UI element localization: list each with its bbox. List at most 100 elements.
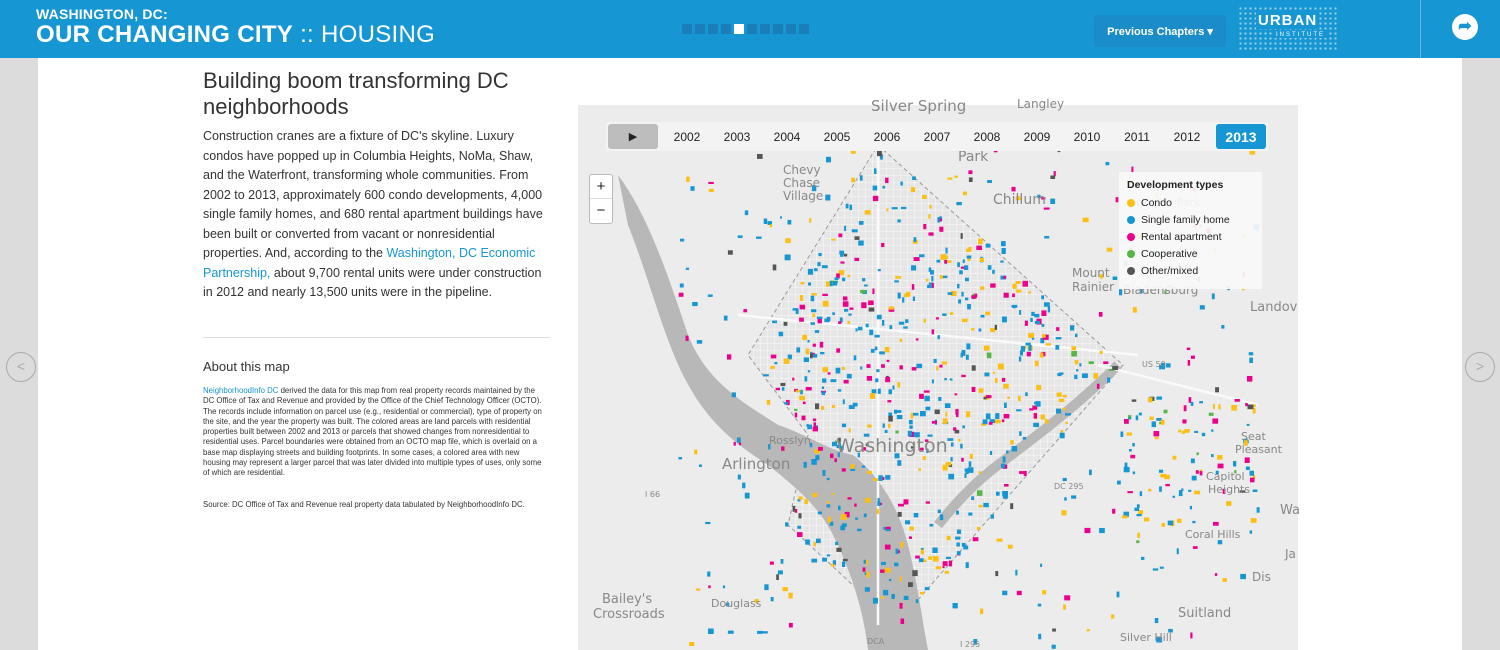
chapter-dot[interactable]	[747, 24, 757, 34]
parcel	[810, 353, 813, 359]
parcel	[849, 307, 854, 310]
parcel	[1187, 360, 1191, 366]
parcel	[1249, 357, 1253, 363]
parcel	[910, 446, 915, 449]
parcel	[1136, 540, 1140, 544]
parcel	[924, 395, 930, 402]
parcel	[1178, 429, 1182, 433]
previous-chapters-button[interactable]: Previous Chapters ▾	[1094, 15, 1226, 47]
parcel	[1249, 470, 1254, 476]
parcel	[838, 505, 841, 511]
parcel	[989, 419, 996, 424]
year-button[interactable]: 2004	[773, 129, 801, 144]
parcel	[835, 541, 839, 546]
chapter-dot[interactable]	[773, 24, 783, 34]
year-button[interactable]: 2009	[1023, 129, 1051, 144]
parcel	[831, 492, 835, 495]
parcel	[685, 267, 690, 270]
share-arrow-icon[interactable]: ➦	[1452, 14, 1478, 40]
parcel	[1139, 491, 1143, 497]
year-button[interactable]: 2006	[873, 129, 901, 144]
chapter-dot[interactable]	[799, 24, 809, 34]
year-button[interactable]: 2005	[823, 129, 851, 144]
zoom-out-button[interactable]: −	[596, 202, 606, 219]
parcel	[815, 455, 820, 461]
parcel	[1112, 508, 1116, 514]
chapter-dot[interactable]	[682, 24, 692, 34]
parcel	[1000, 260, 1004, 263]
parcel	[1070, 325, 1075, 331]
parcel	[954, 393, 958, 396]
development-map[interactable]	[578, 105, 1298, 650]
parcel	[806, 424, 809, 427]
parcel	[1160, 419, 1165, 425]
parcel	[1196, 452, 1199, 456]
year-button[interactable]: 2012	[1173, 129, 1201, 144]
year-button[interactable]: 2007	[923, 129, 951, 144]
parcel	[1012, 293, 1015, 298]
year-button[interactable]: 2010	[1073, 129, 1101, 144]
year-button[interactable]: 2002	[673, 129, 701, 144]
parcel	[1037, 194, 1041, 199]
parcel	[1124, 419, 1129, 424]
parcel	[1181, 430, 1185, 434]
parcel	[926, 448, 929, 453]
parcel	[850, 464, 855, 469]
year-button[interactable]: 2011	[1124, 129, 1150, 144]
parcel	[809, 218, 812, 223]
parcel	[984, 372, 990, 377]
year-button[interactable]: 2003	[723, 129, 751, 144]
play-button[interactable]: ▶	[608, 124, 658, 149]
parcel	[861, 465, 866, 468]
parcel	[956, 412, 959, 418]
parcel	[802, 334, 807, 341]
parcel	[883, 589, 889, 596]
zoom-in-button[interactable]: +	[590, 175, 612, 199]
parcel	[874, 334, 880, 338]
place-label: Mount	[1072, 266, 1110, 280]
parcel	[1034, 360, 1039, 367]
parcel	[954, 429, 960, 434]
year-active-button[interactable]: 2013	[1216, 124, 1266, 149]
brand-title[interactable]: OUR CHANGING CITY :: HOUSING	[36, 21, 435, 49]
prev-page-button[interactable]: <	[6, 352, 36, 382]
parcel	[1062, 477, 1067, 482]
parcel	[1013, 305, 1016, 309]
parcel	[931, 283, 934, 288]
parcel	[842, 277, 846, 282]
chapter-dot[interactable]	[734, 24, 744, 34]
chapter-dot[interactable]	[721, 24, 731, 34]
parcel	[822, 378, 827, 383]
parcel	[1231, 405, 1237, 411]
parcel	[887, 400, 892, 403]
parcel	[1181, 488, 1184, 491]
urban-logo[interactable]: URBAN INSTITUTE	[1238, 6, 1338, 50]
legend-item: Condo	[1127, 194, 1254, 211]
chapter-dot[interactable]	[786, 24, 796, 34]
chapter-dot[interactable]	[760, 24, 770, 34]
place-label: Wa	[1280, 503, 1300, 518]
parcel	[1038, 633, 1042, 640]
neighborhoodinfo-link[interactable]: NeighborhoodInfo DC	[203, 386, 279, 395]
next-page-button[interactable]: >	[1465, 352, 1495, 382]
parcel	[780, 216, 782, 219]
parcel	[968, 461, 972, 467]
parcel	[953, 427, 957, 431]
parcel	[942, 313, 947, 316]
parcel	[956, 551, 961, 556]
parcel	[757, 154, 763, 159]
parcel	[800, 389, 803, 395]
parcel	[987, 265, 992, 270]
year-button[interactable]: 2008	[973, 129, 1001, 144]
parcel	[985, 395, 992, 399]
parcel	[707, 571, 711, 577]
wdcep-link[interactable]: Washington, DC Economic Partnership,	[203, 246, 536, 280]
about-heading: About this map	[203, 359, 290, 374]
chapter-dot[interactable]	[708, 24, 718, 34]
parcel	[945, 556, 951, 559]
parcel	[918, 558, 924, 563]
parcel	[897, 292, 901, 299]
chapter-dot[interactable]	[695, 24, 705, 34]
parcel	[966, 255, 972, 259]
source-note: Source: DC Office of Tax and Revenue rea…	[203, 500, 525, 509]
